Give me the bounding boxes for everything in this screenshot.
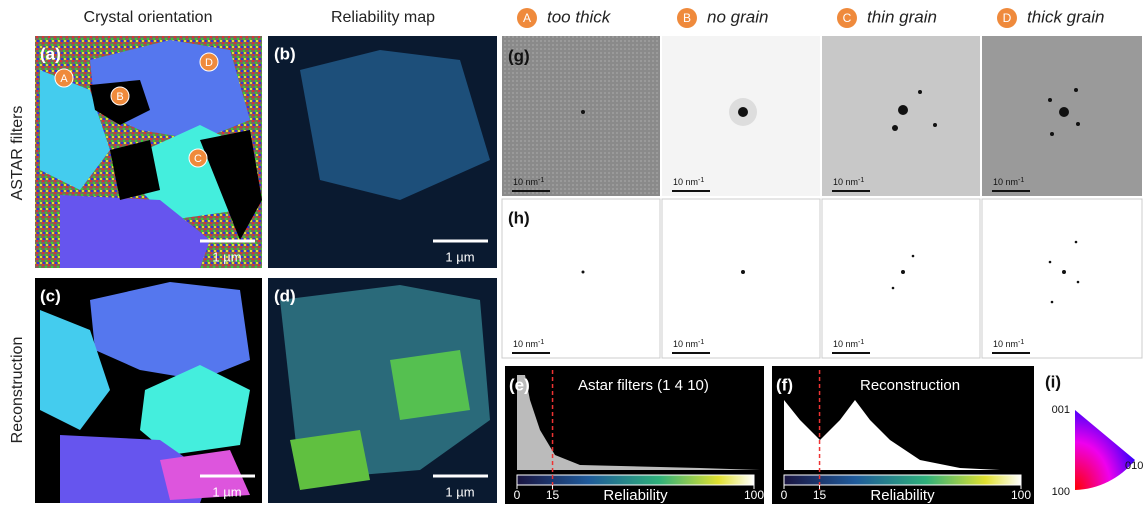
marker-circle: [517, 8, 537, 28]
scale-unit: 10 nm: [833, 177, 858, 187]
diffraction-sim: [501, 198, 1143, 359]
diffraction-spots: [581, 88, 1080, 304]
scale-label: 10 nm-1: [833, 177, 864, 188]
column-header: thin grain: [867, 7, 937, 26]
marker-letter: A: [523, 11, 531, 25]
orientation-map: [35, 278, 262, 503]
scale-unit: 10 nm: [513, 339, 538, 349]
column-header: Reliability map: [331, 9, 435, 26]
marker-circle: [54, 68, 74, 88]
scale-unit: 10 nm: [513, 177, 538, 187]
marker-letter: B: [683, 11, 691, 25]
marker-circle: [997, 8, 1017, 28]
scale-exponent: -1: [538, 177, 544, 184]
marker-circle: [837, 8, 857, 28]
scale-label: 10 nm-1: [993, 177, 1024, 188]
marker-circle: [188, 148, 208, 168]
scale-exponent: -1: [698, 177, 704, 184]
marker-letter: D: [1003, 11, 1012, 25]
scale-label: 10 nm-1: [673, 177, 704, 188]
scale-label: 1 µm: [445, 484, 474, 499]
histogram-shape: [784, 400, 1000, 470]
column-header: thick grain: [1027, 7, 1104, 26]
marker-letter: B: [116, 91, 123, 103]
diffraction-image: [822, 36, 980, 196]
tick-label: 0: [514, 488, 521, 502]
panel-label: (i): [1045, 372, 1061, 391]
scale-exponent: -1: [858, 339, 864, 346]
tick-label: 100: [1011, 488, 1031, 502]
histogram-title: Reconstruction: [860, 377, 960, 394]
panel-label: (a): [40, 44, 61, 63]
reliability-map: [290, 430, 370, 490]
scale-unit: 10 nm: [993, 339, 1018, 349]
orientation-map: [35, 36, 262, 268]
panel-label: (g): [508, 46, 530, 65]
scale-exponent: -1: [698, 339, 704, 346]
colorbar: [516, 474, 755, 486]
panel-label: (b): [274, 44, 296, 63]
column-header: too thick: [547, 7, 612, 26]
row-header: Reconstruction: [9, 337, 26, 444]
panel-label: (c): [40, 286, 61, 305]
panel-label: (h): [508, 208, 530, 227]
tick-label: 100: [744, 488, 764, 502]
tick-label: 15: [813, 488, 827, 502]
panel-label: (f): [776, 375, 793, 394]
axis-label: Reliability: [603, 487, 668, 504]
row-header: ASTAR filters: [9, 106, 26, 201]
marker-circle: [199, 52, 219, 72]
scale-label: 1 µm: [212, 249, 241, 264]
marker-letter: D: [205, 57, 213, 69]
scale-exponent: -1: [858, 177, 864, 184]
column-header: no grain: [707, 7, 768, 26]
marker-letter: C: [194, 153, 202, 165]
orientation-key: [1075, 410, 1135, 490]
diffraction-image: [502, 36, 660, 196]
key-label: 001: [1052, 404, 1070, 416]
colorbar: [783, 474, 1022, 486]
scale-label: 10 nm-1: [513, 339, 544, 350]
marker-letter: A: [60, 73, 68, 85]
marker-circle: [110, 86, 130, 106]
scale-label: 1 µm: [212, 484, 241, 499]
reliability-map: [280, 285, 490, 480]
scale-unit: 10 nm: [673, 339, 698, 349]
scale-unit: 10 nm: [673, 177, 698, 187]
scale-label: 1 µm: [445, 249, 474, 264]
histogram-title: Astar filters (1 4 10): [578, 377, 709, 394]
reliability-map: [390, 350, 470, 420]
histogram-shape: [517, 375, 760, 470]
scale-unit: 10 nm: [993, 177, 1018, 187]
scale-exponent: -1: [1018, 177, 1024, 184]
scale-label: 10 nm-1: [673, 339, 704, 350]
scale-label: 10 nm-1: [993, 339, 1024, 350]
axis-label: Reliability: [870, 487, 935, 504]
scale-unit: 10 nm: [833, 339, 858, 349]
tick-label: 0: [781, 488, 788, 502]
scale-label: 10 nm-1: [513, 177, 544, 188]
marker-letter: C: [843, 11, 852, 25]
tick-label: 15: [546, 488, 560, 502]
scale-label: 10 nm-1: [833, 339, 864, 350]
scale-exponent: -1: [1018, 339, 1024, 346]
reliability-map: [300, 50, 490, 200]
panel-label: (d): [274, 286, 296, 305]
column-header: Crystal orientation: [84, 9, 213, 26]
panel-label: (e): [509, 375, 530, 394]
key-label: 010: [1125, 460, 1143, 472]
marker-circle: [677, 8, 697, 28]
key-label: 100: [1052, 486, 1070, 498]
scale-exponent: -1: [538, 339, 544, 346]
